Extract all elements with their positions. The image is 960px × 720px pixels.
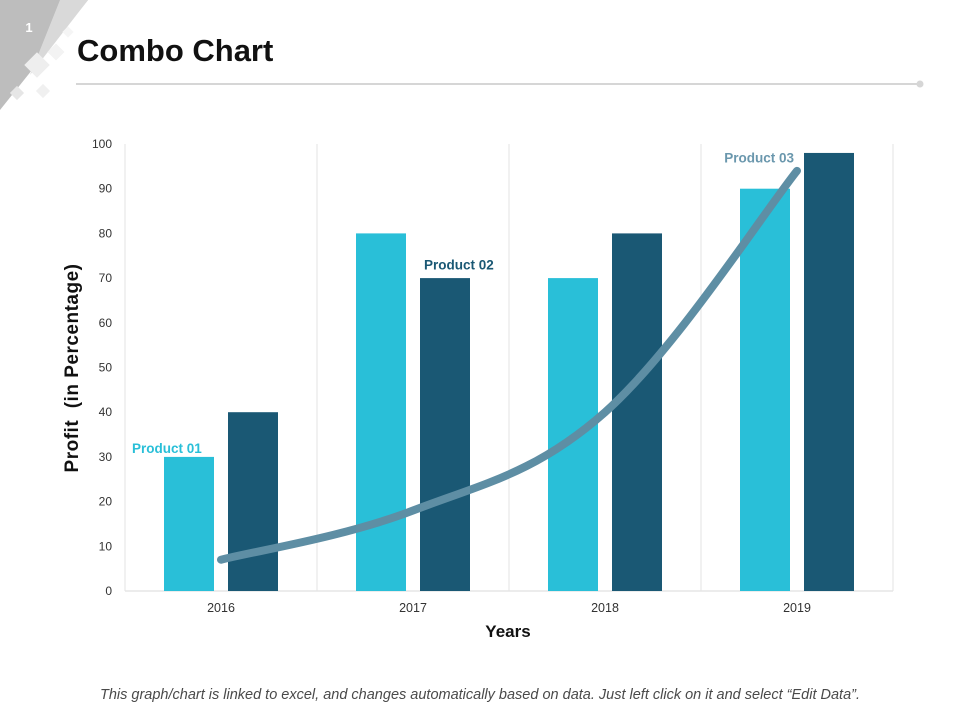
- y-tick-label: 10: [99, 539, 113, 553]
- annotation-label: Product 03: [724, 150, 794, 165]
- corner-decoration: [0, 0, 88, 110]
- x-tick-label: 2018: [591, 601, 619, 615]
- y-tick-label: 60: [99, 316, 113, 330]
- slide-title: Combo Chart: [77, 33, 274, 68]
- annotation-label: Product 01: [132, 441, 202, 456]
- y-tick-label: 70: [99, 271, 113, 285]
- y-tick-label: 90: [99, 182, 113, 196]
- bar-series-2-2016: [228, 412, 278, 591]
- y-tick-label: 40: [99, 405, 113, 419]
- x-tick-label: 2017: [399, 601, 427, 615]
- bars: [164, 152, 854, 591]
- bar-series-1-2017: [356, 233, 406, 591]
- footer-note: This graph/chart is linked to excel, and…: [99, 687, 861, 703]
- trend-line-path: [217, 166, 801, 564]
- annotation-label: Product 02: [424, 258, 494, 273]
- y-tick-label: 100: [92, 137, 112, 151]
- bar-series-2-2018: [612, 233, 662, 591]
- annotations: Product 01 Product 02 Product 03: [132, 150, 794, 456]
- y-axis-title: Profit (in Percentage): [62, 264, 83, 473]
- y-tick-label: 50: [99, 361, 113, 375]
- bar-series-1-2016: [164, 456, 214, 591]
- tick-labels: 0 10 20 30 40 50 60 70 80 90 100 2016 2017 2018 2019: [92, 137, 811, 615]
- x-tick-label: 2016: [207, 601, 235, 615]
- x-tick-label: 2019: [783, 601, 811, 615]
- y-tick-label: 80: [99, 226, 113, 240]
- bar-series-1-2019: [740, 188, 790, 591]
- slide-number: 1: [25, 20, 33, 35]
- bar-series-2-2017: [420, 278, 470, 591]
- trend-line: [217, 166, 801, 564]
- y-tick-label: 20: [99, 495, 113, 509]
- bar-series-2-2019: [804, 152, 854, 591]
- x-axis-title: Years: [485, 622, 530, 641]
- y-tick-label: 30: [99, 450, 113, 464]
- title-divider: [76, 80, 924, 88]
- y-tick-label: 0: [105, 584, 112, 598]
